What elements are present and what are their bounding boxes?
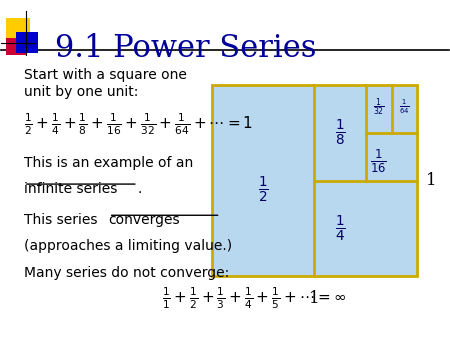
- Text: This is an example of an: This is an example of an: [24, 155, 193, 170]
- Text: infinite series: infinite series: [24, 183, 117, 196]
- Text: converges: converges: [109, 213, 180, 226]
- Text: Start with a square one
unit by one unit:: Start with a square one unit by one unit…: [24, 68, 187, 99]
- Text: $\frac{1}{2}$: $\frac{1}{2}$: [258, 175, 268, 205]
- Text: 1: 1: [309, 290, 320, 307]
- Text: $\frac{1}{64}$: $\frac{1}{64}$: [399, 98, 410, 116]
- Text: This series: This series: [24, 213, 102, 226]
- Text: Many series do not converge:: Many series do not converge:: [24, 266, 229, 280]
- Text: 9.1 Power Series: 9.1 Power Series: [55, 33, 316, 64]
- Bar: [6, 38, 26, 54]
- Bar: [16, 32, 38, 53]
- Text: $\frac{1}{16}$: $\frac{1}{16}$: [370, 148, 387, 175]
- Text: $\frac{1}{8}$: $\frac{1}{8}$: [335, 118, 346, 148]
- Bar: [212, 85, 417, 276]
- Text: .: .: [138, 183, 142, 196]
- Text: 1: 1: [426, 172, 437, 189]
- Bar: [6, 18, 31, 42]
- Text: $\frac{1}{2}+\frac{1}{4}+\frac{1}{8}+\frac{1}{16}+\frac{1}{32}+\frac{1}{64}+\cdo: $\frac{1}{2}+\frac{1}{4}+\frac{1}{8}+\fr…: [24, 111, 253, 137]
- Text: (approaches a limiting value.): (approaches a limiting value.): [24, 239, 232, 254]
- Text: $\frac{1}{4}$: $\frac{1}{4}$: [335, 214, 346, 244]
- Text: $\frac{1}{1}+\frac{1}{2}+\frac{1}{3}+\frac{1}{4}+\frac{1}{5}+\cdots=\infty$: $\frac{1}{1}+\frac{1}{2}+\frac{1}{3}+\fr…: [162, 285, 346, 311]
- Text: $\frac{1}{32}$: $\frac{1}{32}$: [373, 96, 385, 118]
